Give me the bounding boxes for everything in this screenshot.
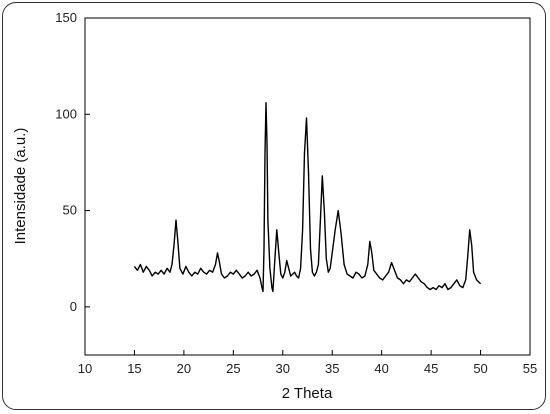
x-tick-label: 55: [523, 361, 537, 376]
x-tick-label: 35: [325, 361, 339, 376]
x-axis-ticks: 10 15 20 25 30 35 40 45 50 55: [78, 350, 537, 376]
x-tick-label: 40: [374, 361, 388, 376]
y-tick-label: 150: [55, 10, 77, 25]
y-axis-ticks: 0 50 100 150: [55, 10, 90, 314]
x-tick-label: 45: [424, 361, 438, 376]
plot-area: [84, 17, 531, 356]
x-tick-label: 15: [127, 361, 141, 376]
x-tick-label: 25: [226, 361, 240, 376]
y-tick-label: 50: [63, 203, 77, 218]
y-tick-label: 100: [55, 106, 77, 121]
x-tick-label: 30: [276, 361, 290, 376]
x-tick-label: 20: [177, 361, 191, 376]
x-tick-label: 50: [473, 361, 487, 376]
x-tick-label: 10: [78, 361, 92, 376]
series-line: [133, 102, 482, 293]
y-axis-title: Intensidade (a.u.): [12, 128, 29, 245]
y-tick-label: 0: [70, 299, 77, 314]
x-axis-title: 2 Theta: [282, 385, 333, 402]
